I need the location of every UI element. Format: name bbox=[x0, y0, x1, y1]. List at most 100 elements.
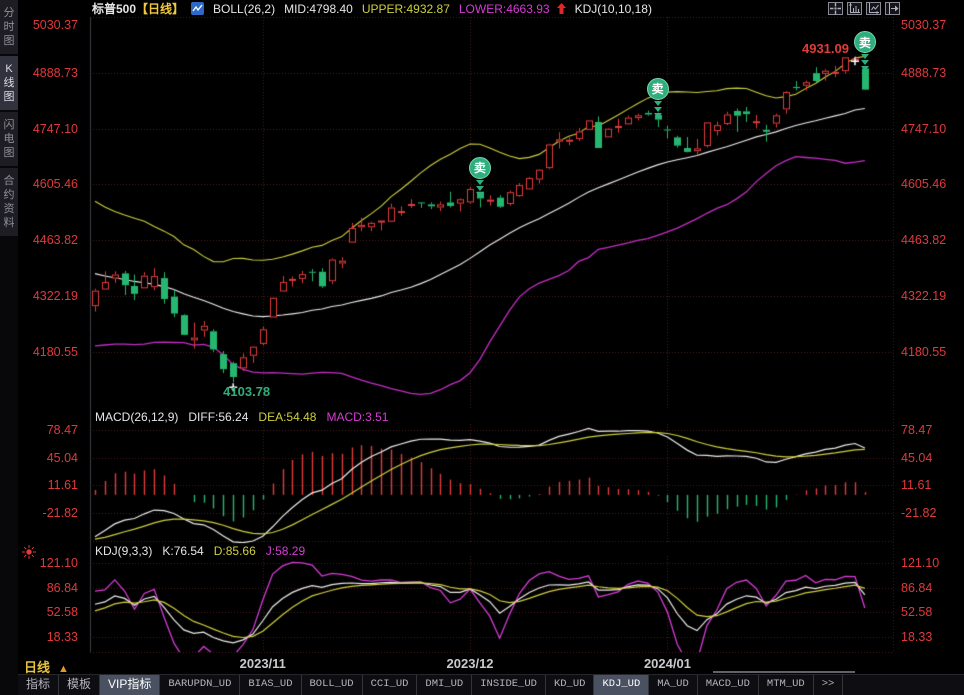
price-axis-label: 121.10 bbox=[901, 556, 940, 570]
sell-triangle-icon bbox=[653, 112, 662, 118]
chart-toolbar bbox=[828, 2, 900, 15]
price-axis-label: 18.33 bbox=[901, 630, 933, 644]
price-axis-label: 52.58 bbox=[46, 605, 78, 620]
period-selector-button[interactable]: 日线 ▲ bbox=[24, 657, 69, 676]
price-axis-label: 4180.55 bbox=[32, 344, 78, 359]
kdj-j-value: J:58.29 bbox=[265, 544, 306, 558]
sun-icon[interactable] bbox=[22, 545, 36, 564]
tab-INSIDE_UD[interactable]: INSIDE_UD bbox=[472, 675, 546, 695]
price-axis-label: 4747.10 bbox=[32, 121, 78, 136]
symbol-title: 标普500 bbox=[92, 2, 137, 16]
boll-upper-value: UPPER:4932.87 bbox=[361, 1, 450, 16]
price-axis-label: 11.61 bbox=[901, 478, 932, 493]
price-axis-label: 11.61 bbox=[47, 478, 78, 493]
price-axis-label: 45.04 bbox=[46, 450, 78, 465]
price-axis-label: 5030.37 bbox=[32, 18, 78, 32]
axis-scale-icon[interactable] bbox=[847, 2, 862, 15]
sell-triangle-icon bbox=[860, 66, 869, 72]
sell-triangle-icon bbox=[860, 60, 869, 66]
price-axis-label: -21.82 bbox=[901, 505, 937, 520]
sell-triangle-icon bbox=[653, 100, 662, 106]
tab-VIP指标[interactable]: VIP指标 bbox=[100, 675, 161, 695]
low-price-label: 4103.78 bbox=[223, 384, 271, 400]
price-axis-label: 5030.37 bbox=[901, 18, 947, 32]
boll-params-label: BOLL(26,2) bbox=[213, 1, 276, 16]
kdj-params-label: KDJ(9,3,3) bbox=[95, 544, 153, 558]
sidebar-item-合约资料[interactable]: 合 约 资 料 bbox=[0, 168, 18, 236]
tab-指标[interactable]: 指标 bbox=[18, 675, 60, 695]
price-axis-label: 4322.19 bbox=[901, 289, 947, 304]
sidebar-item-闪电图[interactable]: 闪 电 图 bbox=[0, 112, 18, 166]
price-axis-label: 78.47 bbox=[901, 423, 933, 437]
period-tag: 【日线】 bbox=[136, 2, 185, 16]
axis-pan-icon[interactable] bbox=[866, 2, 881, 15]
tab-DMI_UD[interactable]: DMI_UD bbox=[417, 675, 473, 695]
price-axis-label: 4322.19 bbox=[32, 289, 78, 304]
tab->>[interactable]: >> bbox=[814, 675, 844, 695]
tab-BIAS_UD[interactable]: BIAS_UD bbox=[240, 675, 302, 695]
price-axis-label: -21.82 bbox=[42, 505, 78, 520]
price-axis-label: 18.33 bbox=[46, 630, 78, 644]
tab-CCI_UD[interactable]: CCI_UD bbox=[363, 675, 418, 695]
tab-BOLL_UD[interactable]: BOLL_UD bbox=[302, 675, 363, 695]
tab-BARUPDN_UD[interactable]: BARUPDN_UD bbox=[160, 675, 241, 695]
horizontal-scrollbar[interactable] bbox=[713, 671, 855, 673]
sell-triangle-icon bbox=[860, 54, 869, 60]
macd-dea-value: DEA:54.48 bbox=[258, 410, 317, 424]
tab-KDJ_UD[interactable]: KDJ_UD bbox=[594, 675, 650, 695]
collapse-panel-icon[interactable] bbox=[885, 2, 900, 15]
price-axis-label: 4888.73 bbox=[901, 65, 947, 80]
boll-mid-value: MID:4798.40 bbox=[284, 1, 353, 16]
boll-lower-value: LOWER:4663.93 bbox=[458, 1, 550, 16]
macd-panel-header: MACD(26,12,9) DIFF:56.24 DEA:54.48 MACD:… bbox=[95, 410, 388, 424]
kdj-params-label: KDJ(10,10,18) bbox=[574, 1, 652, 16]
price-axis-label: 45.04 bbox=[901, 450, 933, 465]
indicator-tabbar: 指标 模板 VIP指标 BARUPDN_UD BIAS_UD BOLL_UD CCI_UD D… bbox=[18, 674, 964, 695]
candlestick-chart-icon bbox=[191, 2, 205, 15]
kdj-d-value: D:85.66 bbox=[213, 544, 256, 558]
kdj-panel-header: KDJ(9,3,3) K:76.54 D:85.66 J:58.29 bbox=[95, 544, 305, 558]
tab-MACD_UD[interactable]: MACD_UD bbox=[698, 675, 759, 695]
x-axis-label: 2023/11 bbox=[239, 656, 286, 671]
price-axis-label: 121.10 bbox=[39, 556, 78, 570]
price-axis-label: 4888.73 bbox=[32, 65, 78, 80]
macd-value: MACD:3.51 bbox=[326, 410, 389, 424]
sell-triangle-icon bbox=[475, 179, 484, 185]
sidebar: 分 时 图 K 线 图闪 电 图合 约 资 料 bbox=[0, 0, 18, 695]
tab-MA_UD[interactable]: MA_UD bbox=[649, 675, 698, 695]
sell-signal-marker: 卖 bbox=[646, 77, 669, 100]
tab-KD_UD[interactable]: KD_UD bbox=[546, 675, 595, 695]
red-up-arrow-icon bbox=[556, 3, 566, 14]
period-arrow-icon: ▲ bbox=[58, 663, 69, 675]
tab-MTM_UD[interactable]: MTM_UD bbox=[759, 675, 814, 695]
sidebar-item-分时图[interactable]: 分 时 图 bbox=[0, 0, 18, 54]
price-axis-label: 52.58 bbox=[901, 605, 933, 620]
x-axis-label: 2024/01 bbox=[643, 656, 691, 671]
price-axis-label: 4463.82 bbox=[901, 233, 947, 248]
high-price-label: 4931.09 bbox=[801, 41, 849, 57]
price-axis-label: 4180.55 bbox=[901, 344, 947, 359]
x-axis-label: 2023/12 bbox=[446, 656, 494, 671]
price-axis-label: 4463.82 bbox=[32, 233, 78, 248]
tab-模板[interactable]: 模板 bbox=[59, 675, 101, 695]
price-axis-label: 78.47 bbox=[46, 423, 78, 437]
sidebar-item-K线图[interactable]: K 线 图 bbox=[0, 56, 18, 110]
chart-header: 标普500 【日线】 BOLL(26,2) MID:4798.40 UPPER:… bbox=[18, 0, 964, 17]
sell-triangle-icon bbox=[653, 106, 662, 112]
sell-triangle-icon bbox=[475, 185, 484, 191]
price-axis-label: 4747.10 bbox=[901, 121, 947, 136]
macd-diff-value: DIFF:56.24 bbox=[188, 410, 249, 424]
kdj-k-value: K:76.54 bbox=[162, 544, 204, 558]
price-axis-label: 4605.46 bbox=[901, 177, 947, 192]
crosshair-icon[interactable] bbox=[828, 2, 843, 15]
sell-signal-marker: 卖 bbox=[468, 156, 491, 179]
sell-triangle-icon bbox=[475, 191, 484, 197]
macd-params-label: MACD(26,12,9) bbox=[95, 410, 179, 424]
price-axis-label: 86.84 bbox=[46, 580, 78, 595]
price-axis-label: 86.84 bbox=[901, 580, 933, 595]
period-label: 日线 bbox=[24, 660, 51, 675]
sell-signal-marker: 卖 bbox=[853, 31, 876, 54]
price-axis-label: 4605.46 bbox=[32, 177, 78, 192]
